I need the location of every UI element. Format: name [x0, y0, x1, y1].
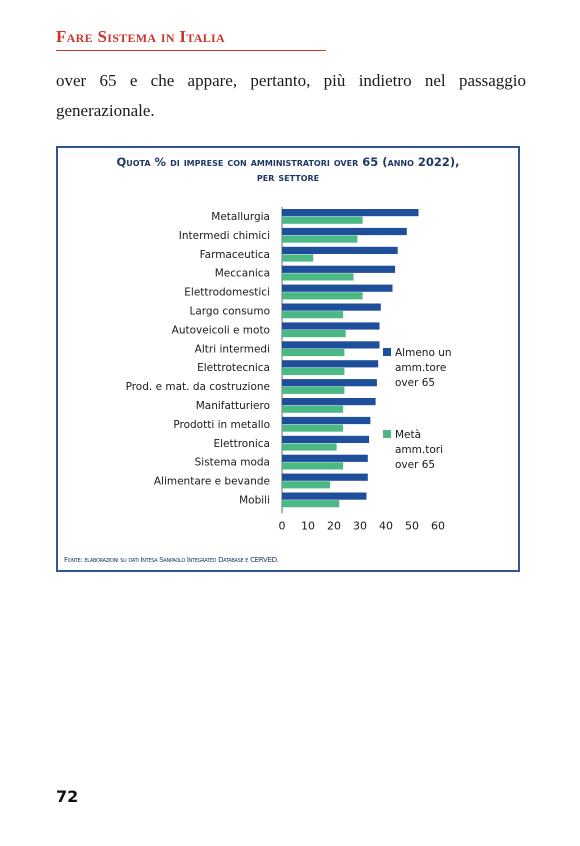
- category-label: Largo consumo: [190, 306, 270, 318]
- bar-meta-amm: [282, 273, 354, 281]
- category-label: Mobili: [239, 495, 270, 507]
- body-paragraph: over 65 e che appare, pertanto, più indi…: [56, 71, 526, 120]
- x-tick-label: 60: [431, 519, 445, 532]
- bar-almeno-un-amm: [282, 227, 407, 236]
- category-label: Elettrodomestici: [184, 287, 270, 299]
- legend-label: amm.tore: [395, 362, 446, 374]
- legend-swatch-almeno: [383, 348, 391, 356]
- figure-title-line2: per settore: [256, 170, 320, 184]
- category-label: Elettronica: [213, 438, 270, 450]
- page-number: 72: [56, 787, 79, 806]
- bar-meta-amm: [282, 405, 344, 413]
- bar-meta-amm: [282, 348, 345, 357]
- x-tick-label: 40: [379, 519, 393, 532]
- bar-meta-amm: [282, 424, 344, 432]
- bar-almeno-un-amm: [282, 209, 419, 217]
- bar-meta-amm: [282, 481, 331, 489]
- category-label: Prod. e mat. da costruzione: [126, 381, 270, 393]
- bar-almeno-un-amm: [282, 435, 370, 443]
- bar-meta-amm: [282, 235, 358, 243]
- bar-meta-amm: [282, 254, 314, 262]
- bar-almeno-un-amm: [282, 473, 368, 481]
- bar-almeno-un-amm: [282, 454, 368, 462]
- header-rule: [56, 50, 326, 51]
- bar-almeno-un-amm: [282, 379, 377, 387]
- category-label: Metallurgia: [211, 211, 270, 223]
- legend-label: over 65: [395, 459, 435, 471]
- bar-almeno-un-amm: [282, 303, 381, 311]
- category-label: Intermedi chimici: [179, 230, 270, 242]
- legend-swatch-meta: [383, 430, 391, 438]
- bar-meta-amm: [282, 386, 345, 394]
- category-label: Farmaceutica: [200, 249, 270, 261]
- bar-almeno-un-amm: [282, 398, 376, 406]
- legend-label: amm.tori: [395, 444, 443, 456]
- x-tick-label: 20: [327, 519, 341, 532]
- figure-source: Fonte: elaborazioni su dati Intesa Sanpa…: [64, 556, 279, 564]
- x-tick-label: 30: [353, 519, 367, 532]
- legend-label: Almeno un: [395, 347, 452, 359]
- bar-almeno-un-amm: [282, 360, 379, 368]
- category-label: Autoveicoli e moto: [172, 324, 270, 336]
- bar-chart: Metallurgia Intermedi chimici Farmaceutica…: [126, 207, 452, 532]
- figure-box: Quota % di imprese con amministratori ov…: [56, 146, 520, 572]
- bar-almeno-un-amm: [282, 341, 380, 349]
- category-label: Alimentare e bevande: [154, 476, 270, 488]
- figure-title-line1: Quota % di imprese con amministratori ov…: [116, 155, 460, 169]
- figure-title: Quota % di imprese con amministratori ov…: [58, 155, 518, 185]
- category-label: Meccanica: [215, 268, 270, 280]
- category-label: Manifatturiero: [196, 400, 270, 412]
- bar-meta-amm: [282, 311, 344, 319]
- bar-almeno-un-amm: [282, 416, 371, 425]
- bar-almeno-un-amm: [282, 246, 398, 254]
- bar-almeno-un-amm: [282, 322, 380, 330]
- bar-meta-amm: [282, 367, 345, 375]
- category-label: Sistema moda: [195, 457, 270, 469]
- bar-meta-amm: [282, 500, 340, 508]
- category-label: Altri intermedi: [195, 343, 270, 355]
- x-tick-label: 10: [301, 519, 315, 532]
- category-label: Elettrotecnica: [197, 362, 270, 374]
- bar-meta-amm: [282, 292, 363, 300]
- bar-meta-amm: [282, 462, 344, 470]
- bar-almeno-un-amm: [282, 265, 396, 273]
- x-tick-label: 50: [405, 519, 419, 532]
- legend-label: over 65: [395, 377, 435, 389]
- bar-meta-amm: [282, 443, 337, 451]
- bar-meta-amm: [282, 216, 363, 224]
- legend-label: Metà: [395, 429, 421, 441]
- bar-almeno-un-amm: [282, 284, 393, 292]
- x-tick-label: 0: [279, 519, 286, 532]
- bar-meta-amm: [282, 330, 346, 338]
- category-label: Prodotti in metallo: [173, 419, 270, 431]
- running-head: Fare Sistema in Italia: [56, 27, 225, 46]
- bar-almeno-un-amm: [282, 492, 367, 500]
